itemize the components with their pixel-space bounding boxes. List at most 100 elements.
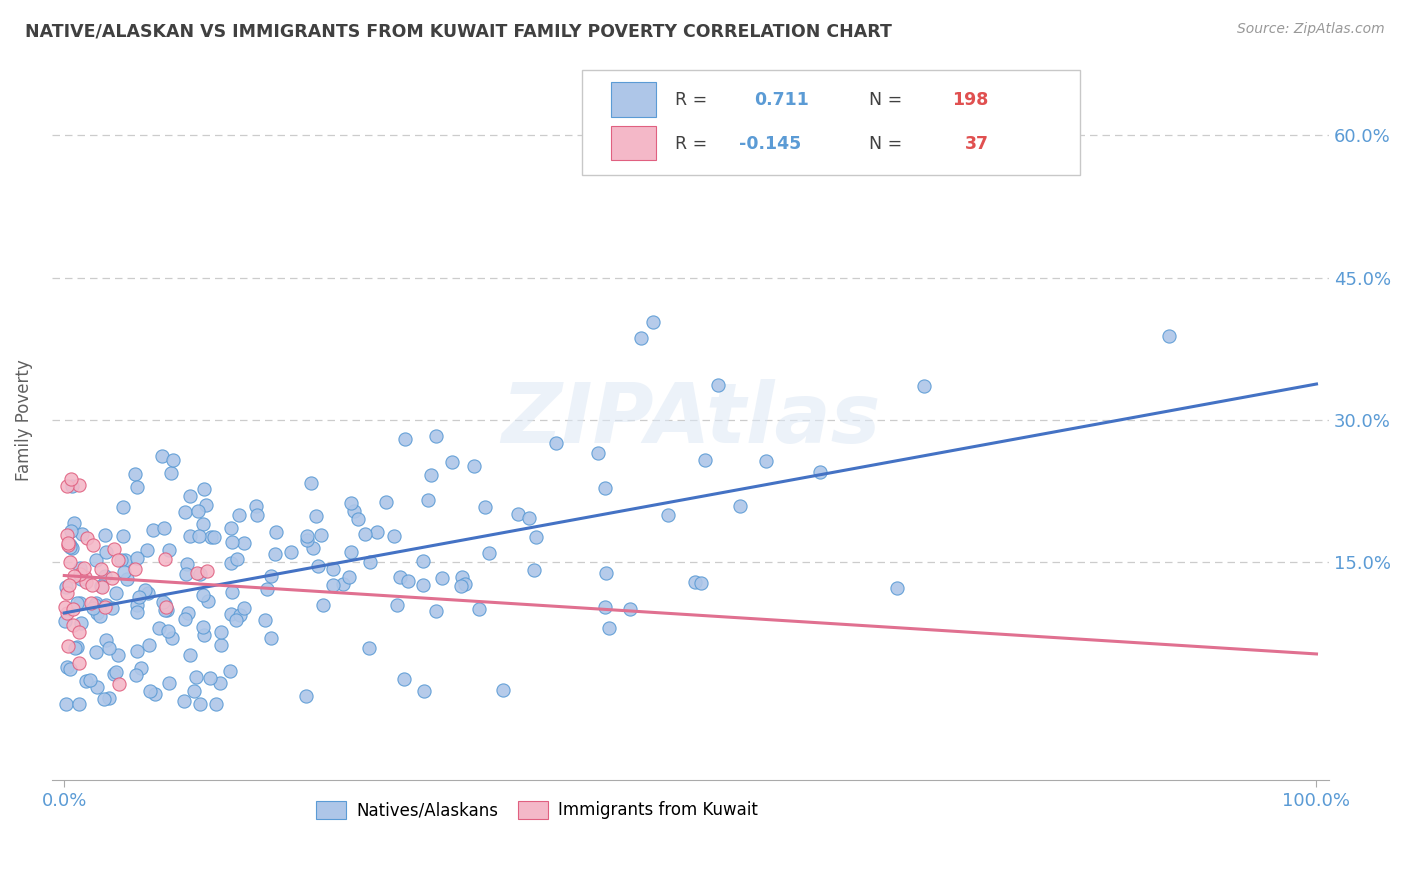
- Point: [70, 573, 93, 587]
- Point: [90, 580, 112, 594]
- Point: [312, 598, 335, 612]
- Point: [209, 625, 232, 640]
- Point: [478, 546, 501, 560]
- Point: [56, 536, 79, 550]
- Point: [67, 698, 90, 712]
- Point: [62, 516, 84, 530]
- Point: [94, 598, 117, 612]
- Point: [256, 582, 278, 596]
- Text: 198: 198: [952, 91, 988, 109]
- Point: [69, 566, 91, 581]
- Point: [155, 600, 177, 615]
- Point: [162, 453, 184, 467]
- Point: [90, 579, 112, 593]
- Point: [441, 455, 464, 469]
- Point: [142, 523, 165, 537]
- Point: [193, 588, 215, 602]
- Point: [63, 568, 86, 582]
- Point: [129, 661, 152, 675]
- Point: [225, 552, 247, 566]
- Point: [728, 499, 751, 513]
- Point: [62, 479, 84, 493]
- Point: [174, 505, 197, 519]
- Point: [307, 559, 329, 574]
- Point: [517, 510, 540, 524]
- Point: [101, 601, 124, 615]
- Point: [657, 508, 679, 523]
- Point: [107, 553, 129, 567]
- Point: [94, 633, 117, 648]
- Point: [153, 603, 176, 617]
- Text: 37: 37: [965, 135, 988, 153]
- Point: [62, 601, 84, 615]
- Point: [202, 530, 225, 544]
- Point: [176, 557, 198, 571]
- Point: [56, 586, 79, 600]
- Point: [152, 595, 174, 609]
- Point: [228, 508, 250, 523]
- Point: [148, 621, 170, 635]
- Point: [53, 614, 76, 628]
- Point: [112, 529, 135, 543]
- Point: [82, 538, 104, 552]
- Point: [593, 600, 616, 615]
- Point: [86, 606, 108, 620]
- Point: [197, 593, 219, 607]
- Point: [93, 691, 115, 706]
- Point: [295, 533, 318, 548]
- Point: [73, 561, 96, 575]
- Point: [136, 586, 159, 600]
- Point: [58, 639, 80, 653]
- Point: [125, 667, 148, 681]
- Point: [430, 571, 453, 585]
- Point: [595, 566, 617, 581]
- Point: [191, 620, 214, 634]
- Point: [179, 529, 201, 543]
- Point: [162, 631, 184, 645]
- Point: [66, 596, 89, 610]
- Point: [546, 436, 568, 450]
- Text: NATIVE/ALASKAN VS IMMIGRANTS FROM KUWAIT FAMILY POVERTY CORRELATION CHART: NATIVE/ALASKAN VS IMMIGRANTS FROM KUWAIT…: [25, 22, 893, 40]
- Point: [707, 378, 730, 392]
- Point: [59, 538, 82, 552]
- Bar: [612, 82, 655, 117]
- Point: [193, 483, 215, 497]
- Point: [94, 545, 117, 559]
- Point: [94, 569, 117, 583]
- Point: [337, 570, 360, 584]
- Point: [124, 467, 146, 482]
- Point: [425, 429, 447, 443]
- Point: [152, 450, 174, 464]
- Point: [98, 690, 121, 705]
- Point: [84, 599, 107, 613]
- Point: [82, 601, 104, 615]
- Point: [89, 609, 111, 624]
- Point: [86, 553, 108, 567]
- Point: [755, 454, 778, 468]
- Point: [127, 480, 149, 494]
- Point: [59, 555, 82, 569]
- Text: N =: N =: [869, 135, 908, 153]
- Point: [186, 566, 208, 580]
- Point: [138, 638, 160, 652]
- Point: [79, 673, 101, 687]
- Point: [112, 565, 135, 579]
- Point: [416, 493, 439, 508]
- Point: [322, 562, 344, 576]
- Point: [450, 570, 472, 584]
- Point: [107, 648, 129, 662]
- Point: [221, 584, 243, 599]
- Point: [245, 499, 267, 513]
- Point: [382, 529, 405, 543]
- Point: [260, 569, 283, 583]
- Point: [53, 599, 76, 614]
- Point: [62, 617, 84, 632]
- Point: [302, 541, 325, 555]
- Point: [392, 672, 415, 686]
- Point: [55, 606, 77, 620]
- Point: [75, 574, 97, 589]
- Point: [160, 467, 183, 481]
- Point: [56, 538, 79, 552]
- Point: [366, 524, 388, 539]
- Point: [56, 479, 79, 493]
